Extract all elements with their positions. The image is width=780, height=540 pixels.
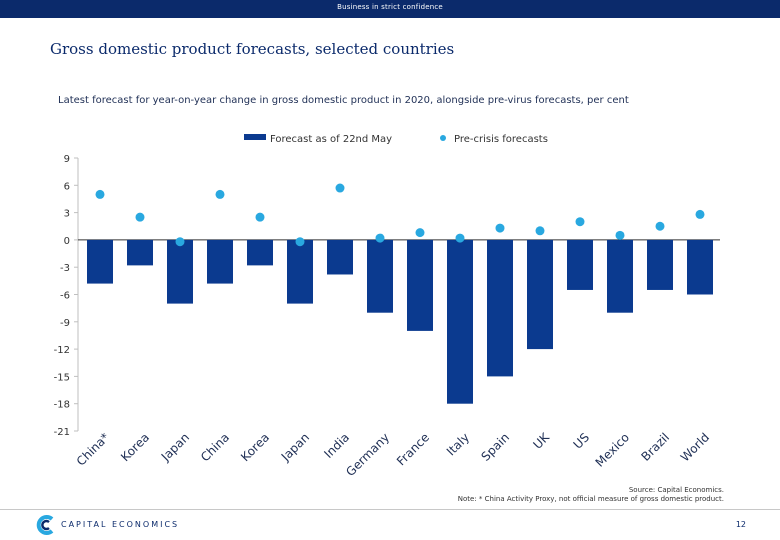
confidential-banner: Business in strict confidence: [0, 0, 780, 18]
x-category-label: Japan: [278, 430, 312, 464]
x-category-label: Germany: [343, 430, 392, 479]
gdp-forecast-chart: Forecast as of 22nd May Pre-crisis foreca…: [54, 134, 720, 479]
bar-forecast: [447, 239, 473, 404]
dot-pre-crisis: [255, 212, 265, 222]
note-text: Note: * China Activity Proxy, not offici…: [457, 495, 724, 503]
bar-forecast: [167, 239, 193, 304]
x-category-label: India: [321, 430, 352, 461]
dot-pre-crisis: [455, 233, 465, 243]
page-number: 12: [735, 520, 746, 529]
y-tick-label: -18: [54, 400, 70, 411]
dot-pre-crisis: [415, 228, 425, 238]
source-notes: Source: Capital Economics. Note: * China…: [458, 486, 724, 504]
y-tick-label: -12: [54, 345, 70, 356]
capital-economics-logo-icon: [36, 515, 54, 535]
bar-forecast: [567, 239, 593, 290]
legend-bar-swatch: [244, 134, 266, 140]
dot-pre-crisis: [375, 233, 385, 243]
bar-forecast: [407, 239, 433, 331]
x-category-label: Brazil: [639, 430, 673, 464]
x-category-label: France: [394, 430, 432, 468]
dot-pre-crisis: [655, 221, 665, 231]
bar-forecast: [607, 239, 633, 313]
dot-pre-crisis: [575, 217, 585, 227]
y-tick-label: -6: [60, 291, 70, 302]
x-category-label: World: [678, 430, 712, 464]
bar-forecast: [687, 239, 713, 295]
dot-pre-crisis: [335, 183, 345, 193]
y-tick-label: 9: [64, 154, 70, 165]
footer-divider: [0, 509, 780, 510]
x-category-label: Italy: [444, 430, 472, 458]
confidential-label: Business in strict confidence: [337, 3, 443, 11]
legend-dot-swatch: [440, 135, 446, 141]
chart-subtitle: Latest forecast for year-on-year change …: [58, 95, 629, 106]
y-tick-label: 6: [64, 181, 70, 192]
dot-pre-crisis: [495, 223, 505, 233]
dot-pre-crisis: [535, 226, 545, 236]
x-category-label: Korea: [238, 430, 272, 464]
x-category-label: Korea: [118, 430, 152, 464]
x-category-label: Mexico: [593, 430, 633, 470]
x-category-label: China*: [74, 430, 112, 468]
bar-forecast: [127, 239, 153, 266]
bar-forecast: [487, 239, 513, 377]
dot-pre-crisis: [95, 189, 105, 199]
x-category-label: Spain: [479, 430, 513, 464]
bar-forecast: [327, 239, 353, 275]
y-tick-label: -15: [54, 372, 70, 383]
x-category-label: China: [198, 430, 232, 464]
dot-pre-crisis: [215, 189, 225, 199]
y-tick-label: -21: [54, 427, 70, 438]
dot-pre-crisis: [295, 237, 305, 247]
company-name: CAPITAL ECONOMICS: [61, 520, 180, 529]
bar-forecast: [247, 239, 273, 266]
bar-forecast: [207, 239, 233, 284]
y-tick-label: -9: [60, 318, 70, 329]
bar-forecast: [287, 239, 313, 304]
y-tick-label: -3: [60, 263, 70, 274]
source-text: Source: Capital Economics.: [628, 486, 724, 494]
dot-pre-crisis: [135, 212, 145, 222]
y-tick-label: 3: [64, 209, 70, 220]
bar-forecast: [647, 239, 673, 290]
dot-pre-crisis: [615, 230, 625, 240]
x-category-label: UK: [530, 429, 552, 451]
legend-dot-label: Pre-crisis forecasts: [454, 134, 548, 145]
x-category-label: Japan: [158, 430, 192, 464]
bar-forecast: [367, 239, 393, 313]
dot-pre-crisis: [695, 209, 705, 219]
x-category-label: US: [571, 430, 593, 452]
page-title: Gross domestic product forecasts, select…: [50, 40, 455, 58]
y-tick-label: 0: [64, 236, 70, 247]
legend-bar-label: Forecast as of 22nd May: [270, 134, 392, 145]
bar-forecast: [87, 239, 113, 284]
bar-forecast: [527, 239, 553, 350]
dot-pre-crisis: [175, 237, 185, 247]
